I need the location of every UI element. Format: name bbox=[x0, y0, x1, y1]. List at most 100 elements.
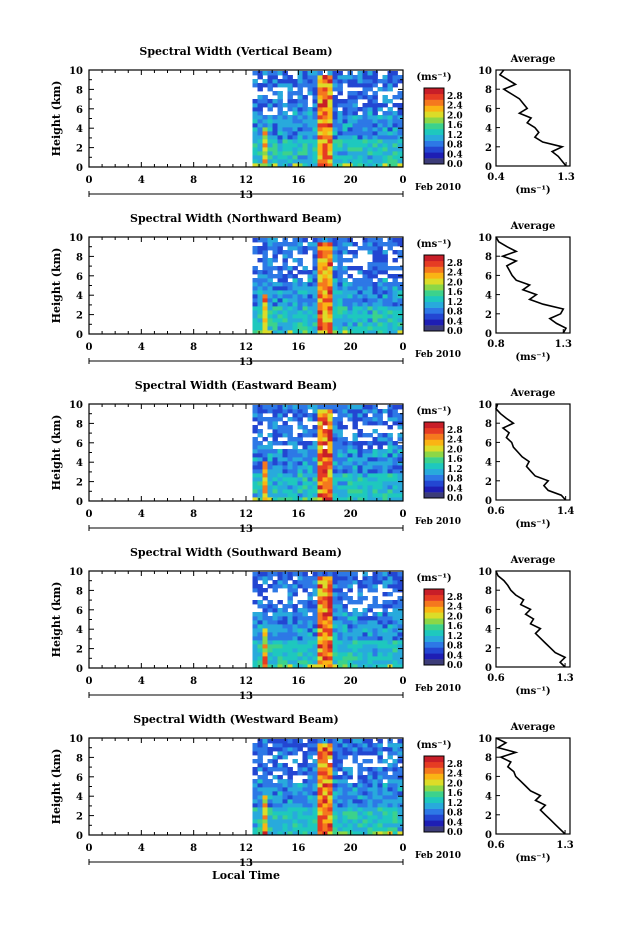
heatmap-cell bbox=[312, 827, 318, 832]
heatmap-cell bbox=[292, 640, 298, 645]
heatmap-cell bbox=[282, 791, 288, 796]
heatmap-cell bbox=[332, 266, 338, 271]
heatmap-cell bbox=[257, 620, 263, 625]
heatmap-cell bbox=[342, 75, 348, 80]
heatmap-cell bbox=[257, 640, 263, 645]
heatmap-cell bbox=[392, 612, 398, 617]
heatmap-cell bbox=[322, 485, 328, 490]
heatmap-cell bbox=[317, 147, 323, 152]
heatmap-cell bbox=[347, 131, 353, 136]
heatmap-cell bbox=[317, 330, 323, 335]
heatmap-cell bbox=[342, 771, 348, 776]
heatmap-cell bbox=[352, 119, 358, 124]
heatmap-cell bbox=[367, 111, 373, 116]
heatmap-cell bbox=[327, 648, 333, 653]
colorbar-segment bbox=[424, 307, 444, 314]
heatmap-cell bbox=[397, 584, 403, 589]
heatmap-cell bbox=[337, 131, 343, 136]
heatmap-cell bbox=[272, 286, 278, 291]
colorbar-tick-label: 0.4 bbox=[447, 818, 463, 828]
heatmap-cell bbox=[287, 632, 293, 637]
heatmap-cell bbox=[337, 135, 343, 140]
heatmap-cell bbox=[307, 111, 313, 116]
heatmap-cell bbox=[332, 147, 338, 152]
heatmap-cell bbox=[377, 298, 383, 303]
heatmap-cell bbox=[372, 326, 378, 331]
heatmap-cell bbox=[252, 461, 258, 466]
heatmap-cell bbox=[352, 791, 358, 796]
heatmap-cell bbox=[297, 811, 303, 816]
heatmap-cell bbox=[307, 87, 313, 92]
heatmap-cell bbox=[297, 660, 303, 665]
heatmap-cell bbox=[252, 246, 258, 251]
heatmap-cell bbox=[307, 779, 313, 784]
heatmap-cell bbox=[372, 584, 378, 589]
average-title: Average bbox=[510, 555, 556, 566]
heatmap-cell bbox=[327, 771, 333, 776]
heatmap-cell bbox=[377, 461, 383, 466]
heatmap-cell bbox=[342, 624, 348, 629]
heatmap-cell bbox=[387, 763, 393, 768]
heatmap-cell bbox=[362, 616, 368, 621]
heatmap-cell bbox=[307, 624, 313, 629]
heatmap-cell bbox=[297, 640, 303, 645]
heatmap-cell bbox=[382, 803, 388, 808]
heatmap-cell bbox=[327, 755, 333, 760]
colorbar-segment bbox=[424, 433, 444, 440]
heatmap-cell bbox=[367, 580, 373, 585]
heatmap-cell bbox=[252, 71, 258, 76]
heatmap-cell bbox=[317, 461, 323, 466]
heatmap-cell bbox=[337, 409, 343, 414]
heatmap-cell bbox=[357, 91, 363, 96]
heatmap-cell bbox=[357, 278, 363, 283]
heatmap-cell bbox=[387, 413, 393, 418]
heatmap-cell bbox=[272, 477, 278, 482]
heatmap-cell bbox=[332, 163, 338, 168]
heatmap-cell bbox=[327, 318, 333, 323]
heatmap-cell bbox=[282, 461, 288, 466]
heatmap-cell bbox=[267, 119, 273, 124]
heatmap-cell bbox=[342, 409, 348, 414]
colorbar-tick-label: 0.8 bbox=[447, 141, 463, 151]
heatmap-cell bbox=[322, 811, 328, 816]
heatmap-cell bbox=[262, 620, 268, 625]
heatmap-cell bbox=[257, 755, 263, 760]
heatmap-cell bbox=[392, 242, 398, 247]
heatmap-cell bbox=[327, 429, 333, 434]
heatmap-cell bbox=[352, 266, 358, 271]
heatmap-cell bbox=[367, 664, 373, 669]
y-tick-label: 0 bbox=[76, 664, 83, 675]
heatmap-cell bbox=[292, 278, 298, 283]
heatmap-cell bbox=[327, 135, 333, 140]
heatmap-cell bbox=[342, 457, 348, 462]
heatmap-cell bbox=[317, 163, 323, 168]
heatmap-cell bbox=[367, 119, 373, 124]
heatmap-cell bbox=[257, 461, 263, 466]
heatmap-cell bbox=[357, 783, 363, 788]
heatmap-cell bbox=[367, 107, 373, 112]
heatmap-cell bbox=[392, 314, 398, 319]
heatmap-cell bbox=[302, 302, 308, 307]
heatmap-cell bbox=[357, 135, 363, 140]
heatmap-cell bbox=[277, 795, 283, 800]
heatmap-cell bbox=[342, 815, 348, 820]
heatmap-cell bbox=[382, 827, 388, 832]
heatmap-cell bbox=[307, 660, 313, 665]
heatmap-cell bbox=[337, 159, 343, 164]
heatmap-cell bbox=[327, 815, 333, 820]
heatmap-cell bbox=[377, 751, 383, 756]
heatmap-cell bbox=[252, 115, 258, 120]
heatmap-cell bbox=[362, 791, 368, 796]
heatmap-cell bbox=[277, 131, 283, 136]
heatmap-cell bbox=[257, 330, 263, 335]
heatmap-cell bbox=[347, 489, 353, 494]
heatmap-cell bbox=[352, 632, 358, 637]
heatmap-cell bbox=[397, 135, 403, 140]
colorbar-tick-label: 0.0 bbox=[447, 494, 463, 504]
heatmap-cell bbox=[377, 743, 383, 748]
heatmap-cell bbox=[392, 409, 398, 414]
heatmap-cell bbox=[352, 608, 358, 613]
heatmap-cell bbox=[397, 95, 403, 100]
heatmap-cell bbox=[332, 445, 338, 450]
colorbar-segment bbox=[424, 474, 444, 481]
